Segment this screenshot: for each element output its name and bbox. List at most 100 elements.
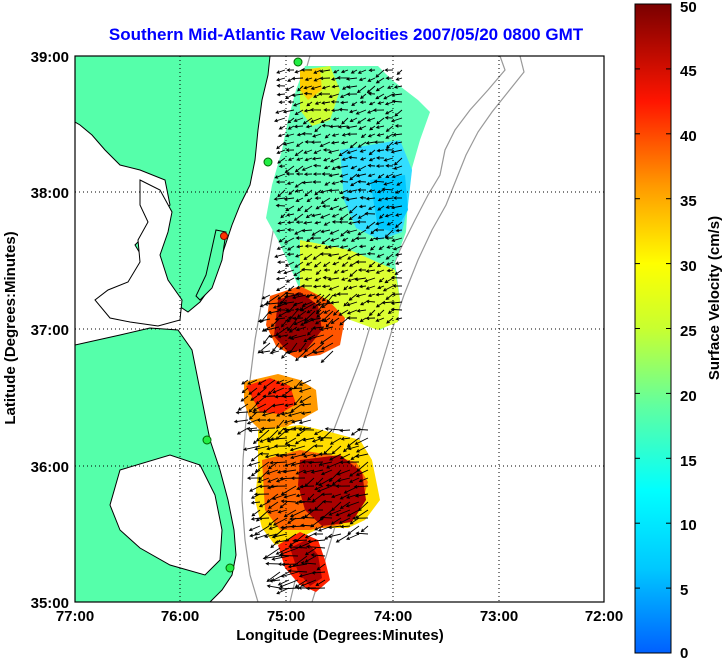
velocity-arrow [250, 453, 261, 462]
velocity-arrow [249, 485, 261, 492]
velocity-arrow [258, 516, 270, 521]
velocity-arrow [321, 123, 331, 128]
velocity-arrow [315, 205, 322, 210]
velocity-arrow [277, 308, 286, 312]
velocity-arrow [337, 124, 349, 129]
velocity-arrow [378, 245, 385, 250]
velocity-arrow [384, 236, 394, 240]
velocity-arrow [307, 493, 315, 501]
velocity-arrow [275, 547, 290, 555]
station-marker[interactable] [263, 157, 273, 167]
velocity-arrow [271, 533, 288, 539]
velocity-arrow [336, 292, 349, 296]
velocity-arrow [269, 437, 288, 441]
velocity-arrow [358, 125, 367, 130]
velocity-arrow [291, 419, 303, 424]
velocity-arrow [393, 85, 403, 89]
velocity-arrow [269, 460, 288, 465]
velocity-arrow [278, 100, 286, 105]
velocity-arrow [285, 93, 295, 100]
velocity-arrow [338, 205, 349, 211]
station-marker[interactable] [293, 57, 303, 67]
velocity-arrow [395, 77, 403, 81]
velocity-arrow [314, 220, 322, 225]
velocity-arrow [365, 285, 376, 290]
velocity-arrow [335, 484, 351, 489]
velocity-arrow [286, 228, 295, 232]
velocity-arrow [277, 293, 286, 300]
velocity-arrow [327, 533, 342, 539]
velocity-arrow [277, 221, 286, 225]
velocity-arrow [311, 156, 322, 161]
station-marker-red[interactable] [220, 232, 228, 240]
velocity-arrow [265, 561, 281, 566]
velocity-arrow [340, 524, 351, 529]
velocity-arrow [288, 326, 298, 333]
velocity-arrow [384, 68, 394, 72]
y-tick-label: 35:00 [31, 595, 69, 612]
velocity-arrow [292, 426, 303, 431]
velocity-arrow [365, 299, 376, 304]
velocity-arrow [367, 133, 376, 138]
velocity-arrow [276, 149, 286, 155]
velocity-arrow [313, 444, 324, 448]
velocity-arrow [322, 261, 331, 267]
velocity-arrow [287, 563, 308, 569]
velocity-arrow [323, 165, 331, 170]
velocity-arrow [348, 221, 358, 225]
velocity-arrow [326, 461, 342, 469]
velocity-arrow [339, 453, 351, 460]
velocity-arrow [298, 427, 315, 432]
velocity-arrow [386, 268, 394, 273]
velocity-arrow [367, 91, 376, 96]
station-marker[interactable] [225, 563, 235, 573]
velocity-arrow [294, 189, 304, 193]
velocity-arrow [357, 213, 367, 219]
velocity-arrow [246, 426, 258, 431]
velocity-arrow [387, 85, 394, 89]
velocity-arrow [330, 140, 340, 145]
velocity-arrow [392, 196, 403, 200]
velocity-arrow [392, 132, 403, 137]
velocity-arrow [246, 419, 258, 425]
velocity-arrow [369, 237, 376, 242]
velocity-arrow [354, 437, 369, 445]
velocity-arrow [330, 317, 340, 324]
velocity-arrow [305, 213, 313, 219]
velocity-arrow [254, 445, 270, 451]
velocity-arrow [349, 469, 360, 477]
velocity-arrow [364, 211, 376, 216]
velocity-arrow [290, 453, 306, 460]
velocity-arrow [276, 92, 286, 97]
velocity-arrow [293, 395, 303, 406]
velocity-arrow [357, 229, 367, 236]
velocity-arrow [327, 525, 342, 530]
velocity-arrow [260, 426, 276, 431]
velocity-arrow [310, 140, 322, 145]
velocity-arrow [285, 85, 295, 91]
velocity-arrow [323, 221, 331, 226]
velocity-arrow [338, 309, 349, 316]
velocity-arrow [385, 205, 394, 209]
velocity-arrow [286, 220, 295, 225]
velocity-arrow [318, 477, 333, 486]
velocity-arrow [393, 157, 403, 166]
velocity-arrow [289, 509, 306, 518]
velocity-arrow [280, 571, 299, 578]
velocity-arrow [297, 85, 304, 92]
velocity-arrow [304, 205, 313, 213]
station-marker[interactable] [202, 435, 212, 445]
plot-frame [74, 55, 605, 603]
velocity-arrow [368, 101, 376, 106]
velocity-arrow [385, 253, 394, 260]
velocity-arrow [289, 445, 306, 452]
velocity-arrow [300, 561, 317, 565]
velocity-arrow [275, 379, 285, 384]
velocity-arrow [394, 269, 403, 275]
velocity-arrow [335, 509, 351, 517]
velocity-arrow [339, 213, 349, 221]
velocity-arrow [288, 545, 308, 549]
velocity-arrow [375, 292, 385, 297]
velocity-arrow [303, 350, 316, 358]
velocity-arrow [324, 427, 342, 431]
